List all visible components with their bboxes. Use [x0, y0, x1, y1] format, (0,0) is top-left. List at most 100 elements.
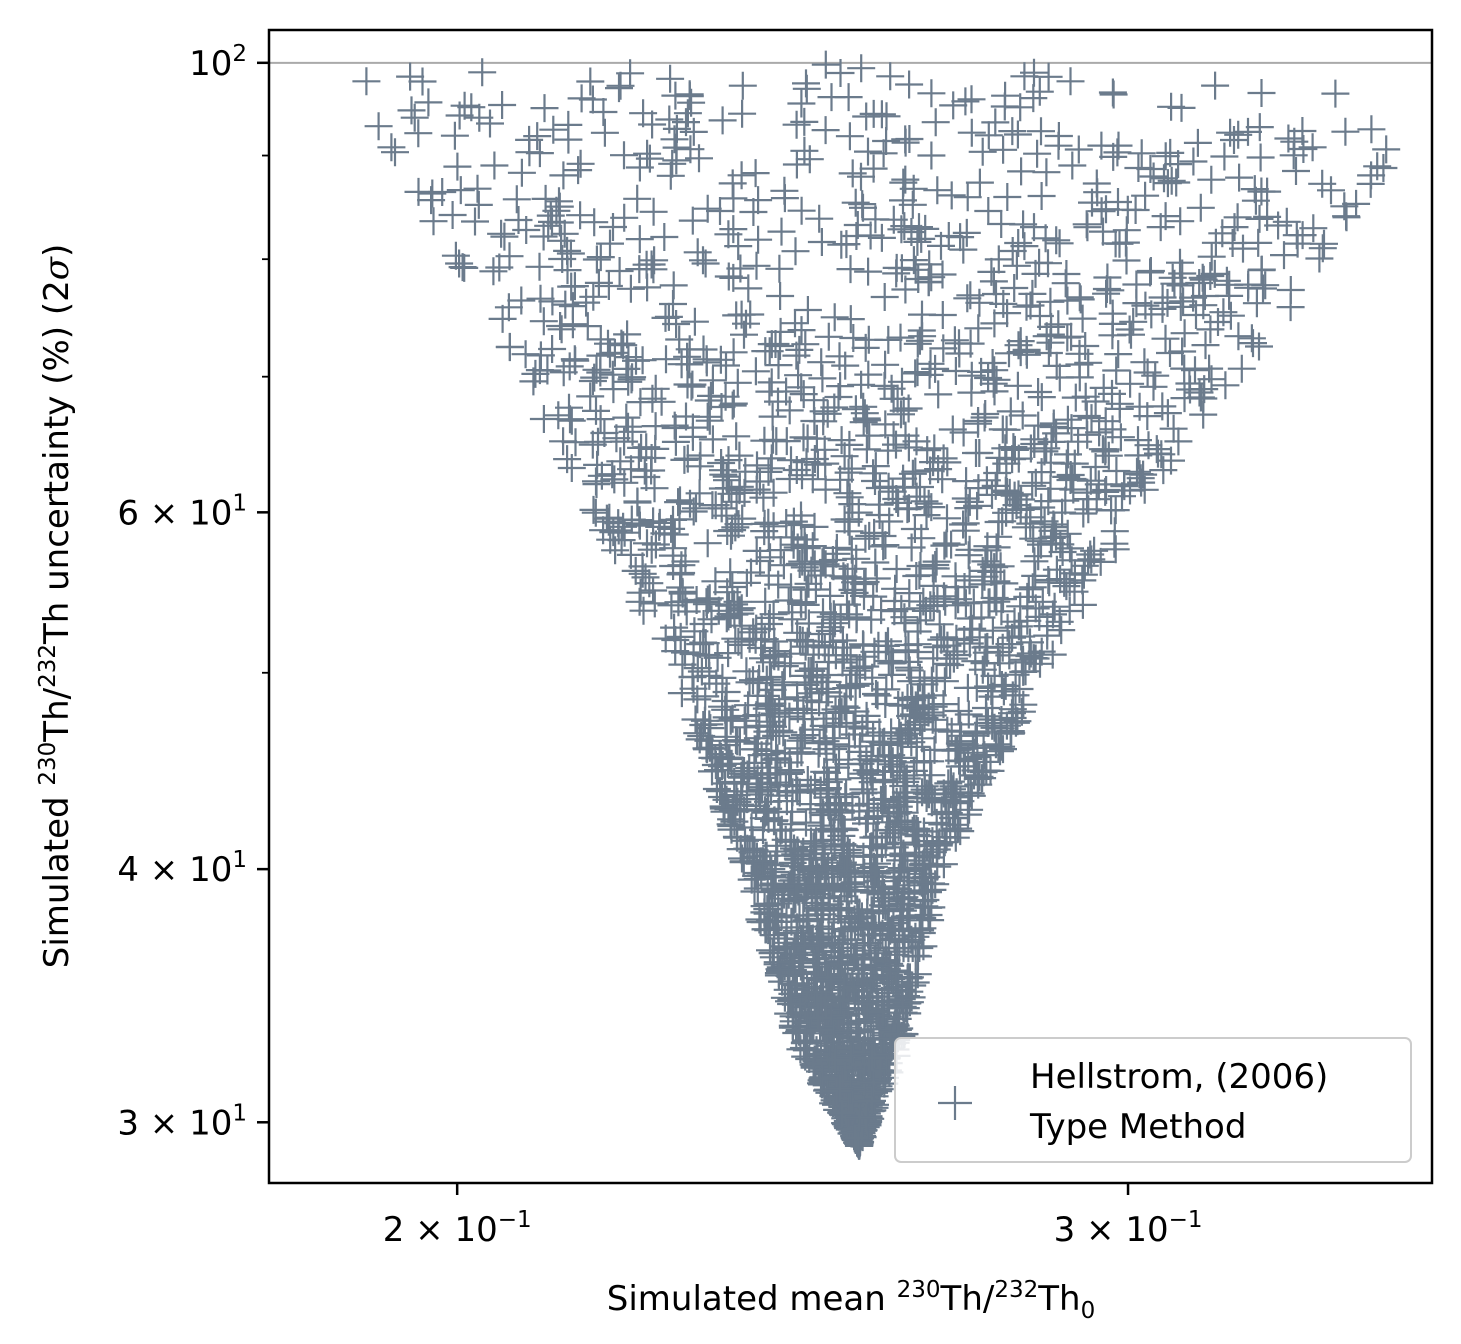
y-axis-label-mid1: Th/ — [37, 687, 77, 742]
scatter-point — [790, 869, 819, 898]
scatter-point — [708, 663, 737, 692]
scatter-point — [957, 378, 986, 407]
scatter-point — [917, 493, 946, 522]
scatter-point — [826, 986, 855, 1015]
scatter-point — [706, 777, 734, 806]
scatter-point — [616, 540, 645, 569]
scatter-point — [744, 777, 773, 806]
scatter-point — [1074, 348, 1103, 377]
scatter-point — [673, 370, 702, 399]
scatter-point — [808, 364, 837, 393]
scatter-point — [685, 452, 714, 481]
scatter-point — [1028, 587, 1057, 616]
scatter-point — [850, 1008, 879, 1036]
scatter-point — [698, 425, 727, 454]
scatter-point — [894, 494, 923, 523]
scatter-point — [998, 237, 1027, 265]
scatter-point — [695, 641, 724, 670]
scatter-point — [1046, 530, 1075, 559]
scatter-point — [870, 371, 899, 400]
scatter-point — [931, 587, 960, 616]
scatter-point — [1010, 62, 1039, 91]
y-tick-mantissa: 3 — [117, 1103, 139, 1143]
scatter-point — [916, 591, 945, 620]
scatter-point — [868, 728, 897, 757]
scatter-point — [1356, 169, 1385, 198]
scatter-point — [1116, 369, 1145, 398]
scatter-point — [625, 511, 654, 540]
scatter-point — [825, 782, 853, 811]
scatter-point — [842, 603, 871, 632]
legend-label-line2: Type Method — [1029, 1107, 1246, 1147]
scatter-point — [814, 876, 843, 905]
scatter-point — [1234, 270, 1263, 299]
scatter-point — [957, 781, 986, 810]
scatter-point — [941, 357, 970, 385]
scatter-point — [507, 286, 536, 315]
scatter-point — [739, 198, 768, 226]
scatter-point — [404, 177, 433, 206]
scatter-point — [476, 109, 504, 138]
scatter-point — [1196, 315, 1225, 344]
scatter-point — [782, 772, 811, 801]
scatter-point — [697, 605, 726, 634]
scatter-point — [820, 303, 849, 332]
scatter-point — [1014, 575, 1043, 604]
scatter-point — [998, 695, 1027, 724]
scatter-point — [1195, 354, 1224, 383]
scatter-point — [1036, 287, 1065, 316]
scatter-point — [765, 781, 794, 810]
scatter-point — [835, 430, 864, 459]
scatter-point — [734, 274, 763, 303]
scatter-point — [1016, 509, 1045, 538]
scatter-point — [894, 433, 923, 462]
scatter-point — [638, 110, 667, 139]
scatter-point — [725, 441, 754, 470]
scatter-point — [640, 589, 669, 618]
scatter-point — [417, 186, 446, 215]
scatter-point — [813, 399, 842, 428]
scatter-point — [1031, 224, 1060, 253]
scatter-point — [734, 760, 763, 789]
scatter-point — [859, 1068, 888, 1097]
scatter-point — [887, 215, 916, 244]
scatter-point — [857, 760, 886, 789]
scatter-point — [495, 333, 524, 362]
scatter-point — [701, 491, 730, 520]
scatter-point — [556, 239, 585, 268]
scatter-point — [957, 85, 986, 114]
scatter-point — [837, 535, 866, 564]
scatter-point — [886, 323, 915, 352]
scatter-point — [724, 232, 753, 261]
scatter-point — [979, 267, 1008, 296]
scatter-point — [550, 219, 579, 248]
scatter-point — [897, 533, 926, 562]
scatter-point — [463, 174, 492, 203]
scatter-point — [809, 598, 837, 627]
scatter-point — [1092, 279, 1121, 308]
scatter-point — [557, 406, 586, 435]
scatter-point — [895, 988, 924, 1017]
scatter-point — [886, 721, 915, 750]
scatter-point — [652, 345, 680, 374]
scatter-point — [781, 884, 810, 913]
scatter-point — [521, 359, 550, 388]
scatter-point — [787, 196, 816, 225]
scatter-point — [708, 106, 737, 135]
scatter-point — [1331, 117, 1360, 146]
scatter-point — [1100, 529, 1129, 558]
scatter-point — [558, 310, 587, 339]
scatter-point — [861, 205, 890, 234]
scatter-point — [835, 122, 864, 151]
scatter-point — [692, 590, 721, 619]
scatter-point — [851, 333, 880, 362]
scatter-point — [882, 956, 910, 985]
scatter-point — [1094, 441, 1123, 470]
scatter-point — [1042, 522, 1070, 551]
scatter-point — [998, 117, 1027, 146]
scatter-point — [1185, 269, 1214, 297]
scatter-point — [1099, 80, 1128, 109]
scatter-point — [939, 772, 968, 801]
scatter-point — [876, 951, 905, 980]
scatter-point — [907, 868, 936, 897]
